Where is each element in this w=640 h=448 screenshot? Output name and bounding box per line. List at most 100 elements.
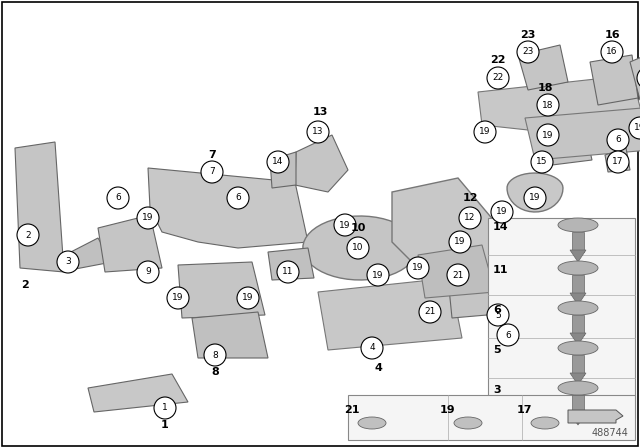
Bar <box>488 218 635 418</box>
Text: 1: 1 <box>161 420 169 430</box>
Ellipse shape <box>558 218 598 232</box>
Text: 22: 22 <box>492 73 504 82</box>
Text: 19: 19 <box>412 263 424 272</box>
Text: 3: 3 <box>65 258 71 267</box>
Polygon shape <box>478 75 640 130</box>
Text: 488744: 488744 <box>591 428 628 438</box>
Polygon shape <box>538 98 592 165</box>
Text: 13: 13 <box>312 128 324 137</box>
Circle shape <box>474 121 496 143</box>
Circle shape <box>137 207 159 229</box>
Polygon shape <box>507 173 563 212</box>
Circle shape <box>497 324 519 346</box>
Text: 8: 8 <box>212 350 218 359</box>
Text: 16: 16 <box>604 30 620 40</box>
Text: 4: 4 <box>369 344 375 353</box>
Text: 4: 4 <box>374 363 382 373</box>
Circle shape <box>517 41 539 63</box>
Circle shape <box>607 129 629 151</box>
Polygon shape <box>15 142 64 272</box>
Circle shape <box>459 207 481 229</box>
Text: 6: 6 <box>505 331 511 340</box>
Circle shape <box>267 151 289 173</box>
Text: 7: 7 <box>208 150 216 160</box>
Text: 11: 11 <box>282 267 294 276</box>
Text: 18: 18 <box>537 83 553 93</box>
Ellipse shape <box>558 381 598 395</box>
Circle shape <box>167 287 189 309</box>
Ellipse shape <box>558 341 598 355</box>
Text: 17: 17 <box>517 405 532 415</box>
Bar <box>572 395 584 415</box>
Polygon shape <box>98 215 162 272</box>
Text: 6: 6 <box>615 135 621 145</box>
Polygon shape <box>268 248 314 280</box>
Text: 21: 21 <box>452 271 464 280</box>
Text: 19: 19 <box>440 405 456 415</box>
Text: 22: 22 <box>490 55 506 65</box>
Polygon shape <box>570 293 586 305</box>
Ellipse shape <box>558 301 598 315</box>
Text: 14: 14 <box>272 158 284 167</box>
Text: 19: 19 <box>479 128 491 137</box>
Text: 19: 19 <box>634 124 640 133</box>
Circle shape <box>537 124 559 146</box>
Text: 6: 6 <box>235 194 241 202</box>
Circle shape <box>154 397 176 419</box>
Circle shape <box>347 237 369 259</box>
Text: 21: 21 <box>344 405 360 415</box>
Text: 23: 23 <box>522 47 534 56</box>
Circle shape <box>361 337 383 359</box>
Circle shape <box>201 161 223 183</box>
Ellipse shape <box>454 417 482 429</box>
Polygon shape <box>630 50 640 100</box>
Text: 7: 7 <box>209 168 215 177</box>
Text: 6: 6 <box>493 305 501 315</box>
Circle shape <box>137 261 159 283</box>
Text: 19: 19 <box>172 293 184 302</box>
Circle shape <box>407 257 429 279</box>
Ellipse shape <box>558 261 598 275</box>
Ellipse shape <box>531 417 559 429</box>
Ellipse shape <box>358 417 386 429</box>
Circle shape <box>524 187 546 209</box>
Polygon shape <box>295 135 348 192</box>
Text: 1: 1 <box>162 404 168 413</box>
Polygon shape <box>88 374 188 412</box>
Circle shape <box>487 304 509 326</box>
Circle shape <box>531 151 553 173</box>
Polygon shape <box>570 333 586 345</box>
Polygon shape <box>270 152 296 188</box>
Polygon shape <box>178 262 265 318</box>
Circle shape <box>17 224 39 246</box>
Polygon shape <box>605 148 630 172</box>
Polygon shape <box>518 45 568 90</box>
Circle shape <box>537 94 559 116</box>
Circle shape <box>447 264 469 286</box>
Polygon shape <box>192 312 268 358</box>
Text: 5: 5 <box>493 345 500 355</box>
Circle shape <box>237 287 259 309</box>
Text: 19: 19 <box>142 214 154 223</box>
Text: 13: 13 <box>312 107 328 117</box>
Text: 19: 19 <box>372 271 384 280</box>
Polygon shape <box>590 55 638 105</box>
Circle shape <box>307 121 329 143</box>
Text: 3: 3 <box>493 385 500 395</box>
Text: 9: 9 <box>145 267 151 276</box>
Polygon shape <box>570 250 586 262</box>
Polygon shape <box>303 216 417 280</box>
Text: 8: 8 <box>211 367 219 377</box>
Polygon shape <box>525 108 640 160</box>
Text: 10: 10 <box>350 223 365 233</box>
Text: 19: 19 <box>529 194 541 202</box>
Circle shape <box>334 214 356 236</box>
Text: 16: 16 <box>606 47 618 56</box>
Text: 19: 19 <box>542 130 554 139</box>
Text: 2: 2 <box>25 231 31 240</box>
Polygon shape <box>392 178 502 275</box>
Text: 19: 19 <box>454 237 466 246</box>
Text: 14: 14 <box>493 222 509 232</box>
Text: 12: 12 <box>462 193 477 203</box>
Text: 19: 19 <box>243 293 253 302</box>
